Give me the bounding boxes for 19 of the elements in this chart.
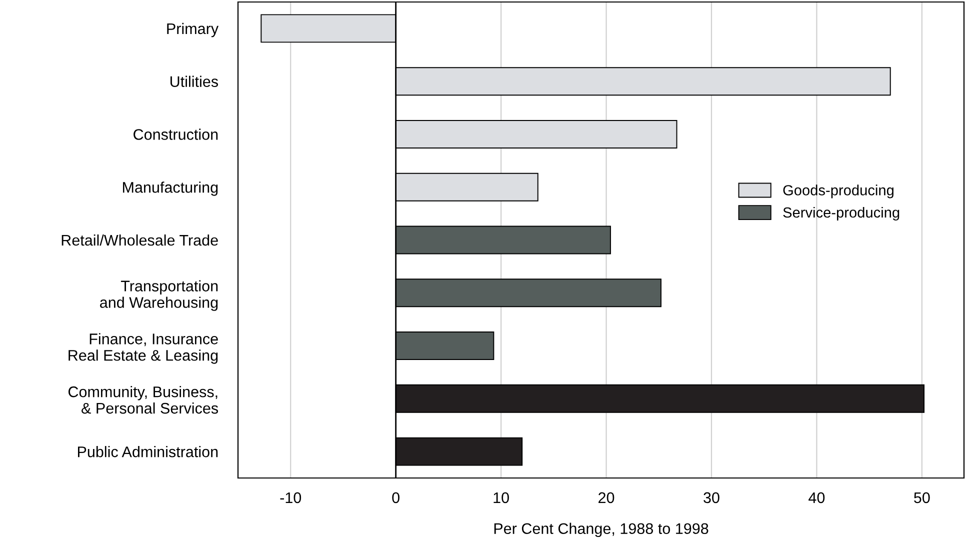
- y-tick-label: Community, Business, & Personal Services: [68, 386, 218, 414]
- x-tick-label: 50: [914, 492, 930, 504]
- y-tick-label: Public Administration: [78, 446, 218, 458]
- y-tick-label: Construction: [134, 128, 218, 140]
- y-tick-label: Utilities: [170, 76, 218, 88]
- x-axis-title: Per Cent Change, 1988 to 1998: [494, 522, 708, 538]
- legend-label: Service-producing: [783, 206, 900, 221]
- x-tick-label: -10: [280, 492, 302, 504]
- x-tick-label: 20: [598, 492, 614, 504]
- x-tick-label: 10: [494, 492, 509, 504]
- y-tick-label: Manufacturing: [123, 182, 218, 196]
- y-tick-label: Finance, Insurance Real Estate & Leasing: [68, 333, 218, 364]
- x-tick-label: 40: [808, 492, 825, 504]
- y-tick-label: Primary: [167, 22, 219, 38]
- y-tick-label: Retail/Wholesale Trade: [62, 234, 218, 246]
- legend-label: Goods-producing: [783, 184, 894, 198]
- x-tick-label: 0: [392, 492, 400, 504]
- x-tick-label: 30: [704, 492, 720, 504]
- y-tick-label: Transportation and Warehousing: [100, 280, 218, 311]
